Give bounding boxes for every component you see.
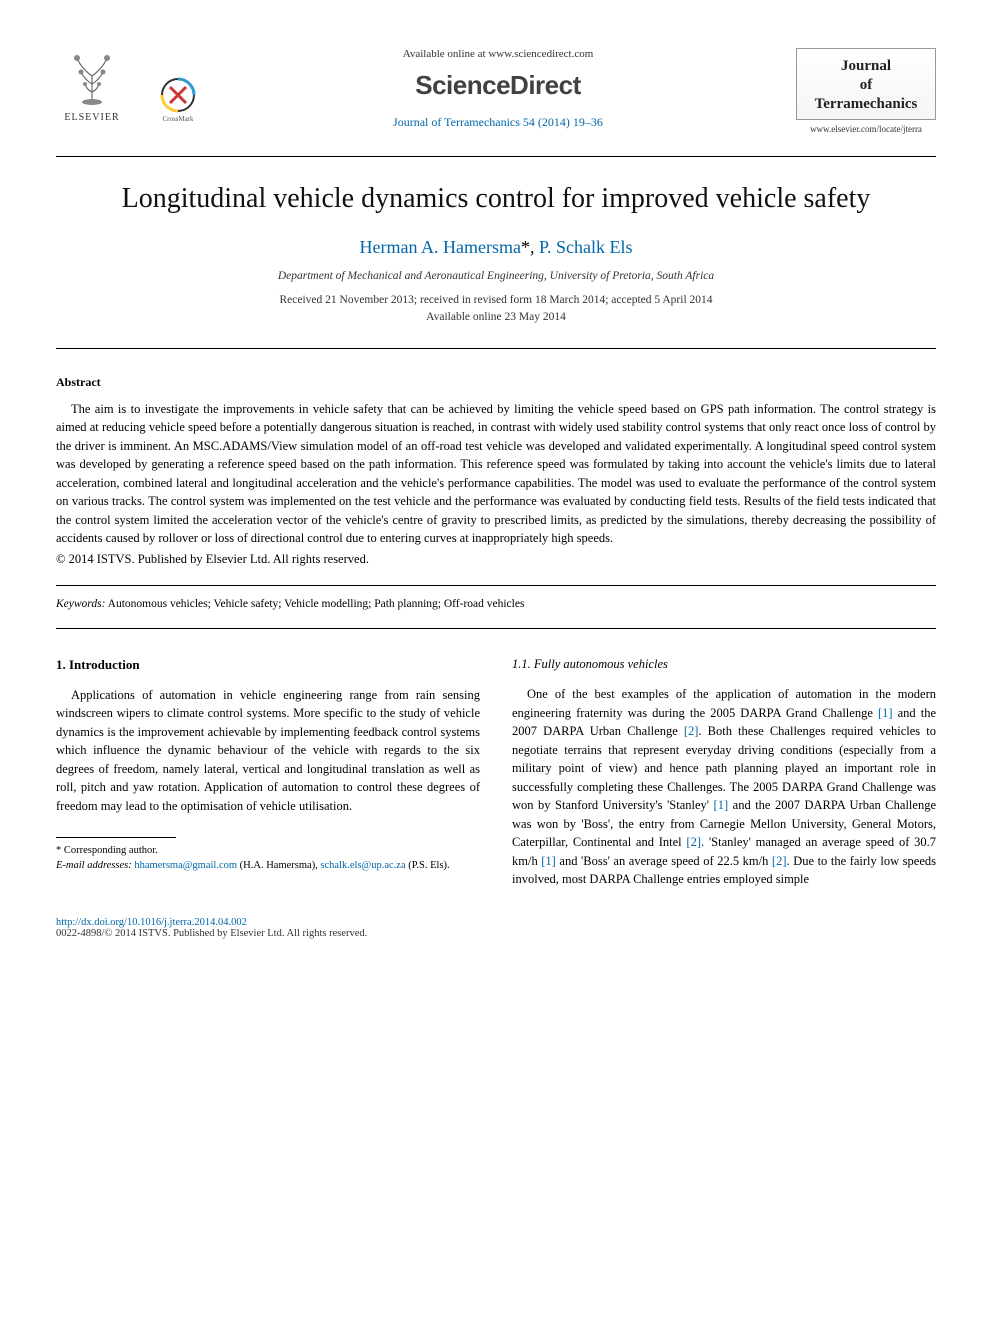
journal-locate-url[interactable]: www.elsevier.com/locate/jterra bbox=[796, 124, 936, 134]
author-sep: , bbox=[530, 237, 539, 257]
article-title: Longitudinal vehicle dynamics control fo… bbox=[56, 183, 936, 215]
header-right-wrap: Journal of Terramechanics www.elsevier.c… bbox=[796, 48, 936, 134]
keywords-label: Keywords: bbox=[56, 598, 105, 610]
abstract-heading: Abstract bbox=[56, 375, 936, 390]
crossmark-icon bbox=[160, 77, 196, 113]
keywords-row: Keywords: Autonomous vehicles; Vehicle s… bbox=[56, 598, 936, 610]
abstract-copyright: © 2014 ISTVS. Published by Elsevier Ltd.… bbox=[56, 552, 936, 567]
email-2[interactable]: schalk.els@up.ac.za bbox=[320, 860, 405, 871]
email-1-aff: (H.A. Hamersma), bbox=[237, 860, 320, 871]
column-right: 1.1. Fully autonomous vehicles One of th… bbox=[512, 655, 936, 889]
column-left: 1. Introduction Applications of automati… bbox=[56, 655, 480, 889]
post-abstract-rule bbox=[56, 585, 936, 586]
ref-link-2[interactable]: [2] bbox=[684, 724, 699, 738]
header-left: ELSEVIER CrossMark bbox=[56, 48, 200, 123]
email-1[interactable]: hhamersma@gmail.com bbox=[134, 860, 237, 871]
pre-abstract-rule bbox=[56, 348, 936, 349]
journal-name-l3: Terramechanics bbox=[801, 95, 931, 114]
s11-text-a: One of the best examples of the applicat… bbox=[512, 687, 936, 720]
body-columns: 1. Introduction Applications of automati… bbox=[56, 655, 936, 889]
ref-link-3[interactable]: [1] bbox=[714, 798, 729, 812]
doi-link[interactable]: http://dx.doi.org/10.1016/j.jterra.2014.… bbox=[56, 917, 247, 928]
footnote-block: * Corresponding author. E-mail addresses… bbox=[56, 844, 480, 873]
elsevier-logo[interactable]: ELSEVIER bbox=[56, 48, 128, 123]
issn-copyright: 0022-4898/© 2014 ISTVS. Published by Els… bbox=[56, 928, 936, 939]
top-rule bbox=[56, 156, 936, 157]
author-1-sup: * bbox=[521, 237, 530, 257]
available-online-text: Available online at www.sciencedirect.co… bbox=[212, 48, 784, 60]
sciencedirect-logo[interactable]: ScienceDirect bbox=[212, 70, 784, 101]
email-label: E-mail addresses: bbox=[56, 860, 134, 871]
journal-cover[interactable]: Journal of Terramechanics bbox=[796, 48, 936, 120]
author-2-link[interactable]: P. Schalk Els bbox=[539, 237, 633, 257]
dates-line-2: Available online 23 May 2014 bbox=[56, 309, 936, 326]
elsevier-label: ELSEVIER bbox=[64, 112, 119, 123]
author-2-name: P. Schalk Els bbox=[539, 237, 633, 257]
journal-name-l1: Journal bbox=[801, 57, 931, 76]
ref-link-6[interactable]: [2] bbox=[772, 854, 787, 868]
section-1-heading: 1. Introduction bbox=[56, 655, 480, 674]
section-1-para: Applications of automation in vehicle en… bbox=[56, 686, 480, 816]
author-1-name: Herman A. Hamersma bbox=[360, 237, 521, 257]
ref-link-4[interactable]: [2] bbox=[686, 835, 701, 849]
doi-row: http://dx.doi.org/10.1016/j.jterra.2014.… bbox=[56, 917, 936, 928]
keywords-list: Autonomous vehicles; Vehicle safety; Veh… bbox=[105, 598, 524, 610]
section-1-1-para: One of the best examples of the applicat… bbox=[512, 685, 936, 889]
elsevier-tree-icon bbox=[61, 48, 123, 110]
article-dates: Received 21 November 2013; received in r… bbox=[56, 292, 936, 325]
crossmark-badge[interactable]: CrossMark bbox=[156, 77, 200, 123]
header-row: ELSEVIER CrossMark Available online at w… bbox=[56, 48, 936, 134]
ref-link-1[interactable]: [1] bbox=[878, 706, 893, 720]
journal-name-l2: of bbox=[801, 76, 931, 95]
post-keywords-rule bbox=[56, 628, 936, 629]
s11-text-f: and 'Boss' an average speed of 22.5 km/h bbox=[556, 854, 772, 868]
section-1-1-heading: 1.1. Fully autonomous vehicles bbox=[512, 655, 936, 674]
corresponding-author: * Corresponding author. bbox=[56, 844, 480, 859]
email-line: E-mail addresses: hhamersma@gmail.com (H… bbox=[56, 859, 480, 874]
footnote-rule bbox=[56, 837, 176, 838]
header-center: Available online at www.sciencedirect.co… bbox=[200, 48, 796, 130]
ref-link-5[interactable]: [1] bbox=[541, 854, 556, 868]
crossmark-label: CrossMark bbox=[162, 115, 193, 123]
dates-line-1: Received 21 November 2013; received in r… bbox=[56, 292, 936, 309]
journal-reference-link[interactable]: Journal of Terramechanics 54 (2014) 19–3… bbox=[212, 115, 784, 130]
author-1-link[interactable]: Herman A. Hamersma bbox=[360, 237, 521, 257]
affiliation: Department of Mechanical and Aeronautica… bbox=[56, 270, 936, 282]
email-2-aff: (P.S. Els). bbox=[406, 860, 450, 871]
authors-line: Herman A. Hamersma*, P. Schalk Els bbox=[56, 237, 936, 258]
abstract-body: The aim is to investigate the improvemen… bbox=[56, 400, 936, 548]
